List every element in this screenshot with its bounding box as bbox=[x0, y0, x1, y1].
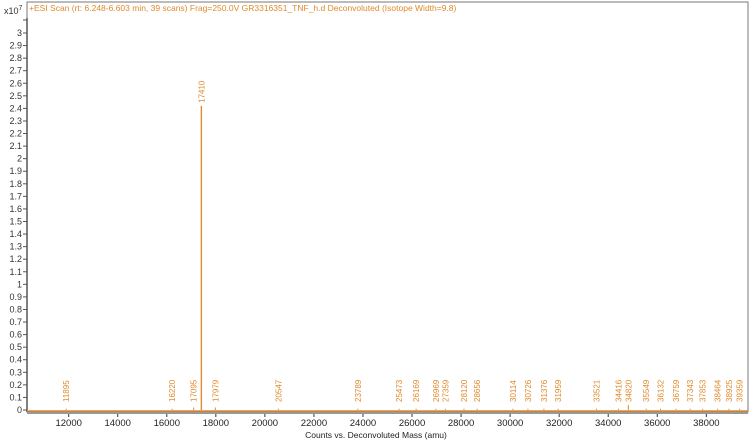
peak-label: 17979 bbox=[211, 379, 220, 402]
peak-label: 17095 bbox=[190, 379, 199, 402]
x-tick-label: 32000 bbox=[546, 418, 572, 429]
peak-label: 37853 bbox=[699, 379, 708, 402]
peak-label: 11895 bbox=[62, 380, 71, 402]
x-tick-label: 18000 bbox=[203, 418, 229, 429]
peak-label: 30114 bbox=[509, 380, 518, 402]
y-tick-label: 2.3 bbox=[9, 116, 22, 126]
y-tick-label: 0.8 bbox=[9, 304, 22, 314]
spectrum-peaks bbox=[27, 105, 748, 414]
y-tick-label: 0.1 bbox=[9, 392, 22, 402]
y-tick-label: 2.6 bbox=[9, 78, 22, 88]
x-axis: 12000 14000 16000 18000 20000 22000 24000 26000… bbox=[55, 412, 720, 429]
peak-label: 28656 bbox=[473, 379, 482, 402]
y-tick-label: 0.3 bbox=[9, 367, 22, 377]
y-tick-label: 2 bbox=[17, 154, 22, 164]
x-tick-label: 38000 bbox=[693, 418, 719, 429]
y-tick-label: 0.2 bbox=[9, 380, 22, 390]
y-axis: 0 0.1 0.2 0.3 0.4 0.5 0.6 0.7 0.8 0.9 1 1.1 1.2 1.3 1.… bbox=[9, 18, 28, 415]
y-tick-label: 1.9 bbox=[9, 166, 22, 176]
x-tick-label: 20000 bbox=[252, 418, 278, 429]
y-tick-label: 0 bbox=[17, 405, 22, 415]
y-tick-label: 0.9 bbox=[9, 292, 22, 302]
x-tick-label: 12000 bbox=[55, 418, 81, 429]
peak-label: 39359 bbox=[736, 379, 745, 402]
peak-label: 34416 bbox=[614, 379, 623, 402]
peak-label: 34820 bbox=[624, 379, 633, 402]
y-tick-label: 0.4 bbox=[9, 355, 22, 365]
y-tick-label: 1.1 bbox=[9, 267, 22, 277]
plot-frame bbox=[26, 1, 749, 413]
y-tick-label: 3 bbox=[17, 28, 22, 38]
y-tick-label: 0.7 bbox=[9, 317, 22, 327]
peak-label: 26169 bbox=[412, 379, 421, 402]
y-tick-label: 2.2 bbox=[9, 129, 22, 139]
y-tick-label: 1.5 bbox=[9, 217, 22, 227]
axis-shadow bbox=[27, 412, 748, 414]
y-tick-label: 2.7 bbox=[9, 66, 22, 76]
x-tick-label: 30000 bbox=[497, 418, 523, 429]
y-tick-label: 2.1 bbox=[9, 141, 22, 151]
y-exponent-power: 7 bbox=[19, 5, 23, 12]
x-tick-label: 26000 bbox=[399, 418, 425, 429]
peak-label: 37343 bbox=[686, 379, 695, 402]
peak-label: 36132 bbox=[656, 379, 665, 402]
peak-label: 28120 bbox=[460, 379, 469, 402]
x-tick-label: 36000 bbox=[644, 418, 670, 429]
peak-label: 16220 bbox=[168, 379, 177, 402]
y-tick-label: 1.6 bbox=[9, 204, 22, 214]
peak-label: 38925 bbox=[725, 379, 734, 402]
y-tick-label: 2.9 bbox=[9, 41, 22, 51]
peak-labels: 11895 16220 17095 17410 17979 20547 23789 25473… bbox=[62, 80, 745, 402]
peak-label: 30726 bbox=[524, 379, 533, 402]
y-tick-label: 1 bbox=[17, 279, 22, 289]
chart-title: +ESI Scan (rt: 6.248-6.603 min, 39 scans… bbox=[29, 3, 457, 13]
peak-label: 38464 bbox=[714, 379, 723, 402]
x-tick-label: 24000 bbox=[350, 418, 376, 429]
peak-label: 31376 bbox=[540, 379, 549, 402]
y-tick-label: 2.5 bbox=[9, 91, 22, 101]
y-tick-label: 1.3 bbox=[9, 242, 22, 252]
y-tick-label: 2.4 bbox=[9, 103, 22, 113]
peak-label: 23789 bbox=[354, 379, 363, 402]
peak-label: 35549 bbox=[642, 379, 651, 402]
y-exponent-base: x10 bbox=[4, 6, 19, 16]
peak-label: 17410 bbox=[197, 80, 206, 103]
x-axis-title: Counts vs. Deconvoluted Mass (amu) bbox=[305, 430, 447, 440]
x-tick-label: 14000 bbox=[105, 418, 131, 429]
peak-label: 25473 bbox=[395, 379, 404, 402]
x-tick-label: 16000 bbox=[154, 418, 180, 429]
y-tick-label: 1.2 bbox=[9, 254, 22, 264]
y-tick-label: 0.5 bbox=[9, 342, 22, 352]
peak-label: 27359 bbox=[441, 379, 450, 402]
y-exponent-label: x107 bbox=[4, 5, 23, 16]
x-tick-label: 34000 bbox=[595, 418, 621, 429]
y-tick-label: 0.6 bbox=[9, 330, 22, 340]
peak-label: 33521 bbox=[592, 379, 601, 402]
peak-label: 20547 bbox=[274, 379, 283, 402]
peak-label: 26969 bbox=[432, 379, 441, 402]
y-tick-label: 1.7 bbox=[9, 191, 22, 201]
y-tick-label: 2.8 bbox=[9, 53, 22, 63]
peak-label: 36759 bbox=[672, 379, 681, 402]
x-tick-label: 22000 bbox=[301, 418, 327, 429]
peak-label: 31959 bbox=[554, 379, 563, 402]
y-tick-label: 1.4 bbox=[9, 229, 22, 239]
x-tick-label: 28000 bbox=[448, 418, 474, 429]
y-tick-label: 1.8 bbox=[9, 179, 22, 189]
